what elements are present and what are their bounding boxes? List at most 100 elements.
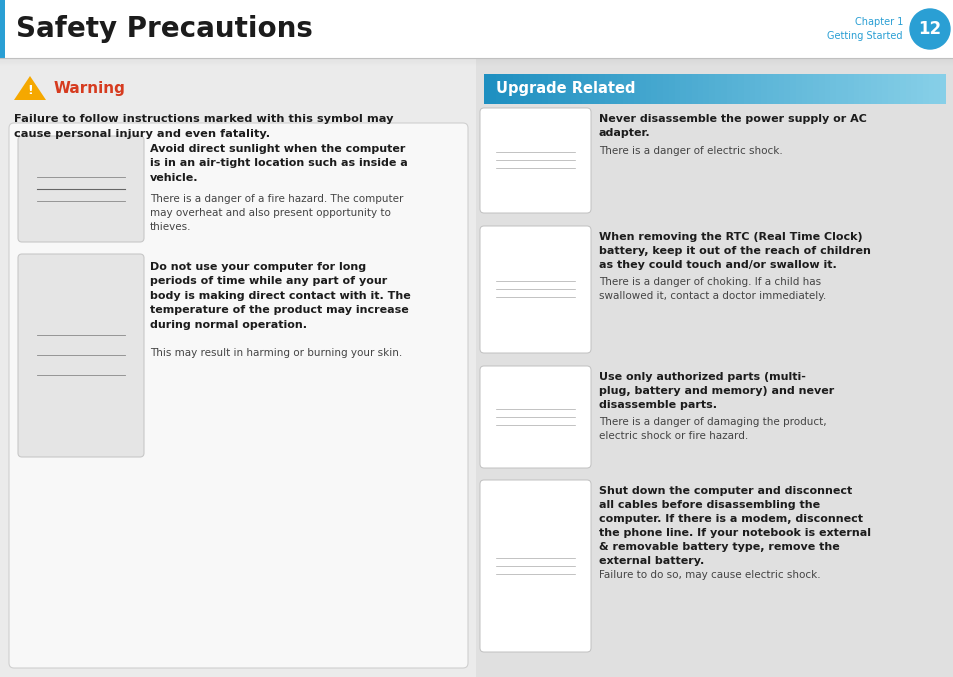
- Bar: [524, 74, 530, 104]
- Text: There is a danger of electric shock.: There is a danger of electric shock.: [598, 146, 781, 156]
- Bar: [674, 74, 680, 104]
- Bar: [783, 74, 790, 104]
- Polygon shape: [14, 76, 46, 100]
- Bar: [841, 74, 847, 104]
- Bar: [0, 58, 953, 60]
- Text: When removing the RTC (Real Time Clock)
battery, keep it out of the reach of chi: When removing the RTC (Real Time Clock) …: [598, 232, 870, 270]
- Bar: [611, 74, 617, 104]
- Bar: [882, 74, 888, 104]
- FancyBboxPatch shape: [18, 136, 144, 242]
- Bar: [0, 58, 953, 59]
- Bar: [0, 64, 953, 65]
- Bar: [708, 74, 715, 104]
- Bar: [513, 74, 518, 104]
- Bar: [679, 74, 686, 104]
- Bar: [922, 74, 928, 104]
- Text: 12: 12: [918, 20, 941, 38]
- Bar: [657, 74, 663, 104]
- Bar: [766, 74, 773, 104]
- Bar: [645, 74, 651, 104]
- Bar: [617, 74, 622, 104]
- FancyBboxPatch shape: [479, 226, 590, 353]
- Text: Do not use your computer for long
periods of time while any part of your
body is: Do not use your computer for long period…: [150, 262, 411, 330]
- Bar: [530, 74, 536, 104]
- Text: There is a danger of damaging the product,
electric shock or fire hazard.: There is a danger of damaging the produc…: [598, 417, 825, 441]
- Bar: [823, 74, 830, 104]
- Bar: [743, 74, 749, 104]
- Bar: [927, 74, 934, 104]
- Bar: [0, 64, 953, 66]
- Bar: [749, 74, 755, 104]
- Text: Upgrade Related: Upgrade Related: [496, 81, 635, 97]
- Text: Use only authorized parts (multi-
plug, battery and memory) and never
disassembl: Use only authorized parts (multi- plug, …: [598, 372, 833, 410]
- Bar: [518, 74, 524, 104]
- Bar: [634, 74, 639, 104]
- Bar: [507, 74, 513, 104]
- FancyBboxPatch shape: [9, 123, 468, 668]
- Bar: [587, 74, 594, 104]
- Bar: [859, 74, 864, 104]
- Text: cause personal injury and even fatality.: cause personal injury and even fatality.: [14, 129, 270, 139]
- FancyBboxPatch shape: [479, 108, 590, 213]
- FancyBboxPatch shape: [479, 480, 590, 652]
- FancyBboxPatch shape: [18, 254, 144, 457]
- Bar: [714, 74, 720, 104]
- Bar: [940, 74, 945, 104]
- Bar: [864, 74, 870, 104]
- Text: There is a danger of choking. If a child has
swallowed it, contact a doctor imme: There is a danger of choking. If a child…: [598, 277, 825, 301]
- Bar: [755, 74, 760, 104]
- Bar: [910, 74, 917, 104]
- Bar: [830, 74, 836, 104]
- Bar: [0, 62, 953, 64]
- Bar: [738, 74, 743, 104]
- Text: Never disassemble the power supply or AC
adapter.: Never disassemble the power supply or AC…: [598, 114, 866, 138]
- Bar: [720, 74, 726, 104]
- Bar: [564, 74, 571, 104]
- Text: Safety Precautions: Safety Precautions: [16, 15, 313, 43]
- Bar: [685, 74, 692, 104]
- Bar: [836, 74, 841, 104]
- Bar: [651, 74, 657, 104]
- Bar: [870, 74, 876, 104]
- Bar: [916, 74, 923, 104]
- Bar: [495, 74, 501, 104]
- Bar: [904, 74, 911, 104]
- Text: Avoid direct sunlight when the computer
is in an air-tight location such as insi: Avoid direct sunlight when the computer …: [150, 144, 407, 183]
- Bar: [789, 74, 796, 104]
- Bar: [772, 74, 779, 104]
- Bar: [0, 60, 953, 62]
- Bar: [628, 74, 634, 104]
- Bar: [489, 74, 496, 104]
- Bar: [887, 74, 894, 104]
- Text: Chapter 1
Getting Started: Chapter 1 Getting Started: [826, 17, 902, 41]
- Bar: [702, 74, 709, 104]
- Bar: [581, 74, 588, 104]
- Bar: [726, 74, 732, 104]
- Bar: [801, 74, 807, 104]
- Bar: [812, 74, 819, 104]
- Bar: [541, 74, 547, 104]
- Text: Failure to follow instructions marked with this symbol may: Failure to follow instructions marked wi…: [14, 114, 393, 124]
- Bar: [795, 74, 801, 104]
- Bar: [847, 74, 853, 104]
- Text: Shut down the computer and disconnect
all cables before disassembling the
comput: Shut down the computer and disconnect al…: [598, 486, 870, 566]
- Bar: [697, 74, 703, 104]
- Bar: [598, 74, 605, 104]
- Bar: [691, 74, 698, 104]
- Bar: [899, 74, 905, 104]
- Bar: [853, 74, 859, 104]
- Bar: [483, 74, 490, 104]
- Bar: [876, 74, 882, 104]
- FancyBboxPatch shape: [479, 366, 590, 468]
- Text: Warning: Warning: [54, 81, 126, 95]
- Bar: [576, 74, 582, 104]
- Text: This may result in harming or burning your skin.: This may result in harming or burning yo…: [150, 348, 402, 358]
- Bar: [593, 74, 599, 104]
- Bar: [547, 74, 554, 104]
- Bar: [476, 58, 953, 677]
- Bar: [639, 74, 645, 104]
- Bar: [0, 0, 5, 58]
- Bar: [0, 0, 953, 58]
- Bar: [558, 74, 565, 104]
- Bar: [818, 74, 824, 104]
